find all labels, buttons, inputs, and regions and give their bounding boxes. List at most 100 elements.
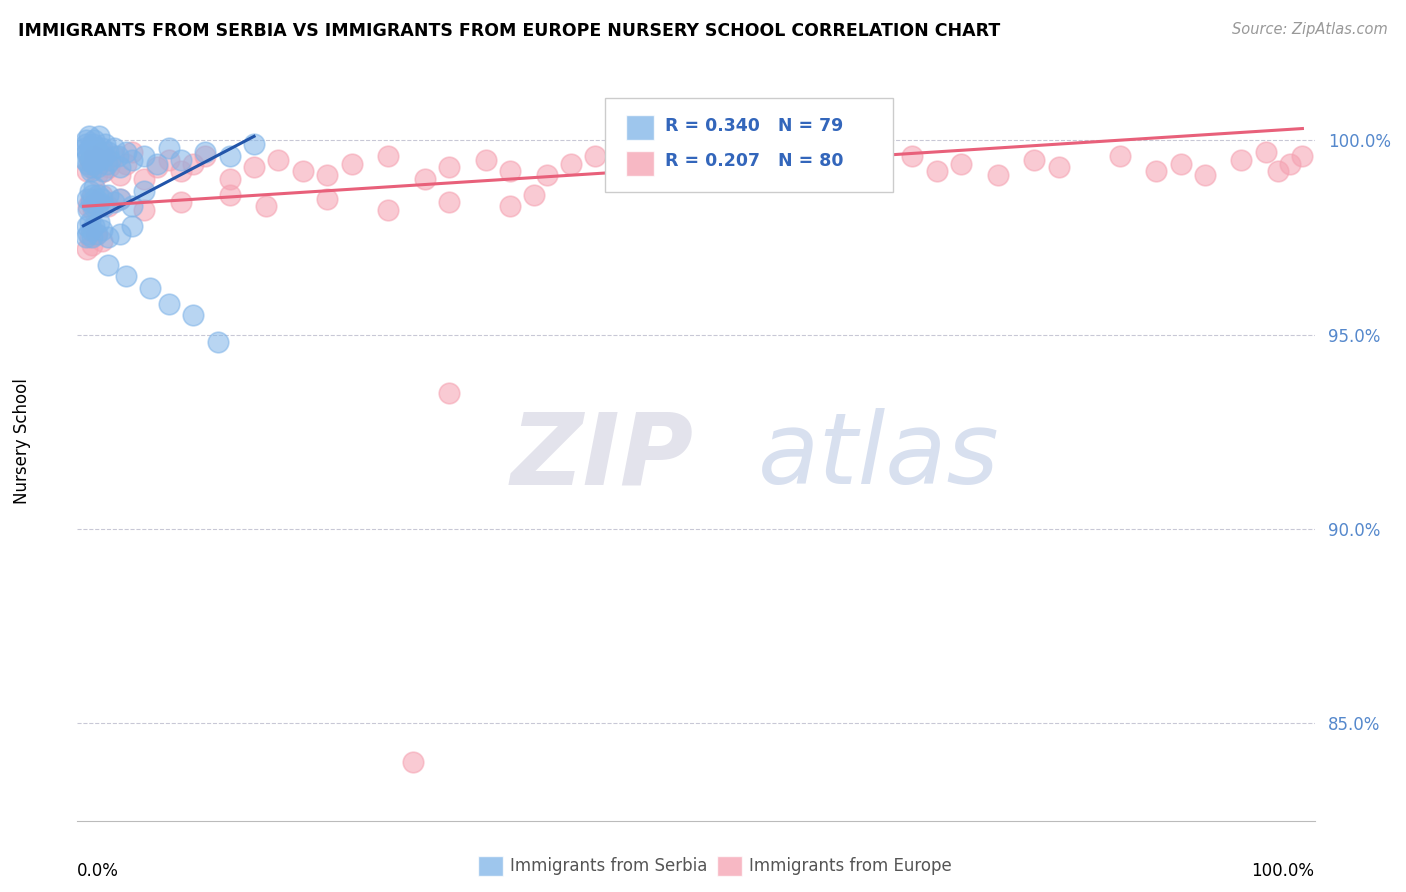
Point [157, 141, 180, 155]
Point [536, 168, 558, 182]
Point [96, 156, 118, 170]
Point [84, 141, 107, 155]
Point [83, 219, 105, 233]
Point [413, 172, 436, 186]
Point [87, 145, 110, 159]
Point [97, 187, 120, 202]
Point [437, 386, 460, 401]
Point [76, 137, 98, 152]
Point [115, 269, 138, 284]
Point [115, 145, 138, 159]
Point [1194, 168, 1216, 182]
Text: 0.0%: 0.0% [77, 863, 120, 880]
Point [89, 153, 111, 167]
Point [77, 156, 100, 170]
Point [218, 149, 240, 163]
Point [80, 153, 103, 167]
Point [83, 145, 105, 159]
Point [90, 192, 112, 206]
Point [121, 145, 143, 159]
Point [83, 179, 105, 194]
Point [103, 195, 125, 210]
Text: Nursery School: Nursery School [13, 378, 31, 505]
Point [76, 145, 98, 159]
Point [925, 164, 948, 178]
Point [437, 161, 460, 175]
Point [134, 203, 156, 218]
Text: Source: ZipAtlas.com: Source: ZipAtlas.com [1232, 22, 1388, 37]
Point [77, 129, 100, 144]
Point [1291, 149, 1313, 163]
Point [89, 195, 111, 210]
Point [108, 168, 131, 182]
Point [89, 129, 111, 144]
Point [93, 199, 115, 213]
Point [865, 161, 887, 175]
Point [145, 156, 167, 170]
Point [86, 227, 108, 241]
Point [316, 192, 339, 206]
Point [1254, 145, 1277, 159]
Point [145, 161, 167, 175]
Text: R = 0.340   N = 79: R = 0.340 N = 79 [665, 117, 844, 135]
Point [1108, 149, 1130, 163]
Point [1024, 153, 1046, 167]
Point [83, 133, 105, 147]
Point [560, 156, 582, 170]
Point [121, 219, 143, 233]
Point [583, 149, 606, 163]
Point [243, 161, 266, 175]
Point [207, 335, 229, 350]
Point [94, 137, 117, 152]
Point [97, 230, 120, 244]
Point [194, 149, 217, 163]
Point [84, 195, 107, 210]
Point [90, 235, 112, 249]
Point [89, 215, 111, 229]
Point [86, 161, 108, 175]
Point [682, 153, 704, 167]
Point [76, 149, 98, 163]
Point [107, 149, 129, 163]
Point [134, 149, 156, 163]
Point [79, 184, 101, 198]
Point [134, 172, 156, 186]
Text: ZIP: ZIP [510, 409, 693, 505]
Point [170, 164, 193, 178]
Point [657, 161, 679, 175]
Point [377, 203, 399, 218]
Point [181, 156, 204, 170]
Point [82, 156, 104, 170]
Point [93, 164, 115, 178]
Point [84, 192, 107, 206]
Point [90, 187, 112, 202]
Point [97, 199, 120, 213]
Point [84, 149, 107, 163]
Point [115, 156, 138, 170]
Point [401, 756, 423, 770]
Point [218, 187, 240, 202]
Point [76, 164, 98, 178]
Point [987, 168, 1010, 182]
Point [103, 149, 125, 163]
Point [706, 164, 728, 178]
Point [108, 192, 131, 206]
Point [103, 141, 125, 155]
Point [83, 149, 105, 163]
Point [80, 230, 103, 244]
Point [80, 192, 103, 206]
Point [254, 199, 277, 213]
Point [86, 199, 108, 213]
Text: IMMIGRANTS FROM SERBIA VS IMMIGRANTS FROM EUROPE NURSERY SCHOOL CORRELATION CHAR: IMMIGRANTS FROM SERBIA VS IMMIGRANTS FRO… [18, 22, 1001, 40]
Point [84, 227, 107, 241]
Point [340, 156, 363, 170]
Point [80, 187, 103, 202]
Point [474, 153, 496, 167]
Point [170, 195, 193, 210]
Point [76, 219, 98, 233]
Point [89, 156, 111, 170]
Text: R = 0.207   N = 80: R = 0.207 N = 80 [665, 153, 844, 170]
Point [80, 149, 103, 163]
Point [75, 141, 97, 155]
Point [1047, 161, 1070, 175]
